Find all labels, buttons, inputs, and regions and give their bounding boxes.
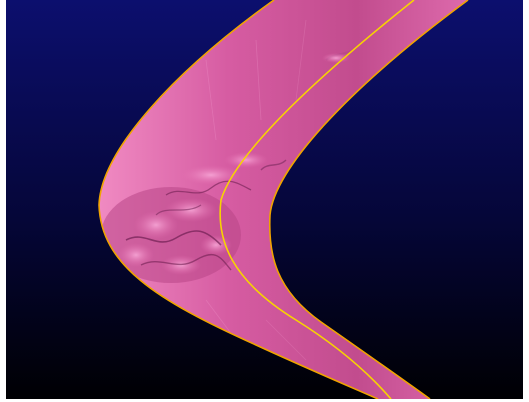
- vessel-surface: [99, 0, 468, 399]
- vessel-centerline: [219, 0, 415, 399]
- vessel-outer-edge: [98, 0, 379, 399]
- 3d-viewport[interactable]: [6, 0, 523, 399]
- rendered-vessel-scene: [6, 0, 523, 399]
- vessel-inner-edge: [268, 0, 469, 399]
